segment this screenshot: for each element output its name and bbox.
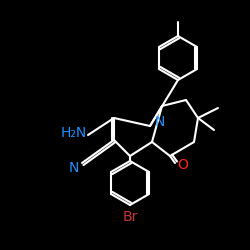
Text: Br: Br bbox=[122, 210, 138, 224]
Text: N: N bbox=[69, 161, 79, 175]
Text: N: N bbox=[155, 115, 165, 129]
Text: H₂N: H₂N bbox=[61, 126, 87, 140]
Text: O: O bbox=[178, 158, 188, 172]
